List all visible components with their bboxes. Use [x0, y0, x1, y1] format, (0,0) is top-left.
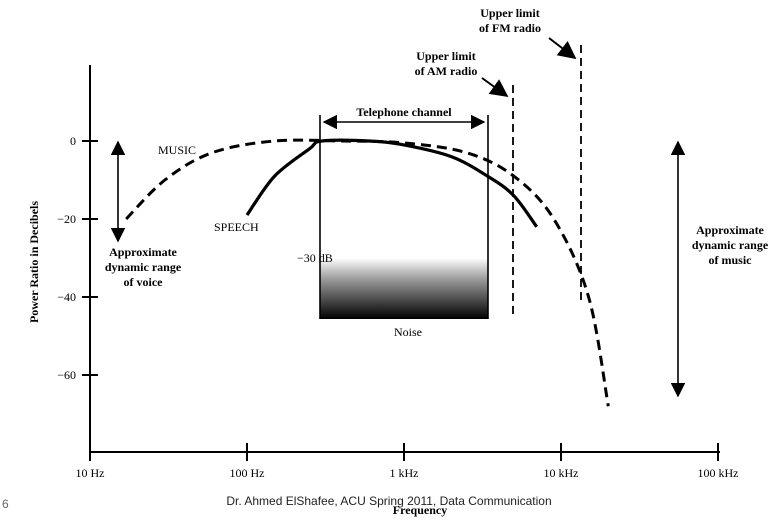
music-curve	[125, 138, 610, 407]
x-tick-label: 10 Hz	[76, 466, 105, 480]
y-tick-group: 0 −20 −40 −60	[57, 134, 98, 382]
slide-number: 6	[2, 497, 9, 511]
am-radio-pointer	[481, 77, 509, 98]
footer-text: Dr. Ahmed ElShafee, ACU Spring 2011, Dat…	[226, 494, 552, 508]
x-axis-title: Frequency	[393, 503, 447, 517]
x-tick-group: 10 Hz 100 Hz 1 kHz 10 kHz 100 kHz	[76, 443, 739, 480]
noise-block	[320, 258, 488, 319]
x-tick-label: 100 kHz	[698, 466, 739, 480]
telephone-channel-label: Telephone channel	[356, 105, 452, 119]
voice-range-label: Approximate dynamic range of voice	[105, 245, 182, 289]
music-range-label: Approximate dynamic range of music	[692, 223, 769, 267]
music-series-label: MUSIC	[158, 143, 196, 157]
y-axis-title: Power Ratio in Decibels	[27, 201, 41, 323]
speech-series-label: SPEECH	[214, 220, 259, 234]
fm-radio-pointer	[548, 37, 577, 60]
series-group	[125, 138, 610, 407]
y-tick-label: 0	[70, 134, 76, 148]
x-tick-label: 10 kHz	[544, 466, 579, 480]
noise-label: Noise	[394, 325, 422, 339]
y-tick-label: −40	[57, 290, 76, 304]
y-tick-label: −60	[57, 368, 76, 382]
fm-radio-label: Upper limit of FM radio	[479, 6, 541, 35]
y-tick-label: −20	[57, 212, 76, 226]
noise-level-label: −30 dB	[297, 251, 333, 265]
x-tick-label: 1 kHz	[390, 466, 419, 480]
am-radio-label: Upper limit of AM radio	[415, 49, 478, 78]
speech-curve	[245, 138, 538, 228]
x-tick-label: 100 Hz	[230, 466, 265, 480]
